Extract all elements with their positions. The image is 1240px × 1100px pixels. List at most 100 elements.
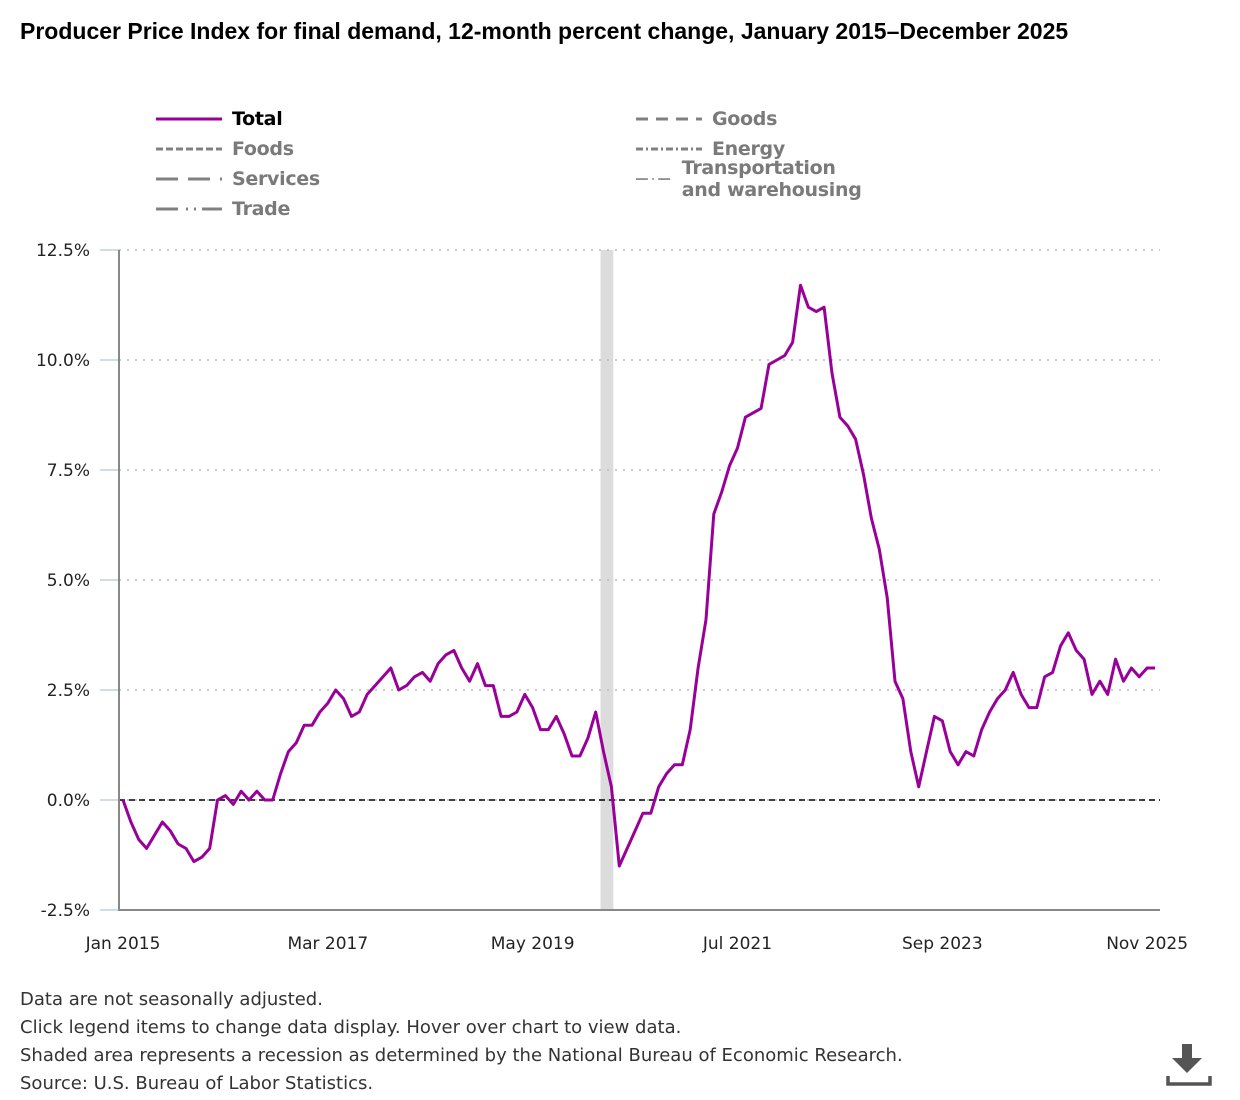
data-point[interactable]	[860, 470, 868, 478]
data-point[interactable]	[158, 818, 166, 826]
data-point[interactable]	[151, 831, 159, 839]
data-point[interactable]	[403, 682, 411, 690]
data-point[interactable]	[269, 796, 277, 804]
data-point[interactable]	[434, 660, 442, 668]
download-button[interactable]	[1164, 1040, 1214, 1088]
data-point[interactable]	[639, 809, 647, 817]
data-point[interactable]	[198, 853, 206, 861]
data-point[interactable]	[1127, 664, 1135, 672]
data-point[interactable]	[883, 594, 891, 602]
data-point[interactable]	[993, 695, 1001, 703]
data-point[interactable]	[1033, 704, 1041, 712]
data-point[interactable]	[529, 704, 537, 712]
data-point[interactable]	[474, 660, 482, 668]
data-point[interactable]	[505, 712, 513, 720]
data-point[interactable]	[710, 510, 718, 518]
data-point[interactable]	[899, 695, 907, 703]
legend-item-foods[interactable]: Foods	[156, 137, 294, 161]
data-point[interactable]	[324, 699, 332, 707]
data-point[interactable]	[489, 682, 497, 690]
legend-item-energy[interactable]: Energy	[636, 137, 785, 161]
data-point[interactable]	[820, 303, 828, 311]
data-point[interactable]	[292, 739, 300, 747]
data-point[interactable]	[930, 712, 938, 720]
data-point[interactable]	[694, 664, 702, 672]
data-point[interactable]	[1017, 690, 1025, 698]
legend-item-transportation[interactable]: Transportation and warehousing	[636, 157, 866, 201]
data-point[interactable]	[410, 673, 418, 681]
data-point[interactable]	[214, 796, 222, 804]
data-point[interactable]	[623, 844, 631, 852]
data-point[interactable]	[450, 646, 458, 654]
data-point[interactable]	[166, 827, 174, 835]
data-point[interactable]	[277, 770, 285, 778]
data-point[interactable]	[718, 488, 726, 496]
data-point[interactable]	[206, 844, 214, 852]
data-point[interactable]	[757, 404, 765, 412]
data-point[interactable]	[875, 545, 883, 553]
data-point[interactable]	[1104, 690, 1112, 698]
data-point[interactable]	[954, 761, 962, 769]
data-point[interactable]	[915, 783, 923, 791]
data-point[interactable]	[726, 462, 734, 470]
data-point[interactable]	[1025, 704, 1033, 712]
data-point[interactable]	[1049, 668, 1057, 676]
data-point[interactable]	[702, 616, 710, 624]
data-point[interactable]	[891, 677, 899, 685]
data-point[interactable]	[836, 413, 844, 421]
data-point[interactable]	[663, 770, 671, 778]
data-point[interactable]	[481, 682, 489, 690]
data-point[interactable]	[395, 686, 403, 694]
data-point[interactable]	[1080, 655, 1088, 663]
data-point[interactable]	[300, 721, 308, 729]
data-point[interactable]	[1064, 629, 1072, 637]
data-point[interactable]	[119, 796, 127, 804]
data-point[interactable]	[426, 677, 434, 685]
data-point[interactable]	[1096, 677, 1104, 685]
data-point[interactable]	[284, 748, 292, 756]
data-point[interactable]	[245, 796, 253, 804]
data-point[interactable]	[804, 303, 812, 311]
data-point[interactable]	[1001, 686, 1009, 694]
data-point[interactable]	[1088, 690, 1096, 698]
data-point[interactable]	[143, 844, 151, 852]
data-point[interactable]	[1119, 677, 1127, 685]
data-point[interactable]	[812, 308, 820, 316]
data-point[interactable]	[1041, 673, 1049, 681]
data-point[interactable]	[332, 686, 340, 694]
data-point[interactable]	[852, 435, 860, 443]
data-point[interactable]	[962, 748, 970, 756]
data-point[interactable]	[907, 748, 915, 756]
data-point[interactable]	[316, 708, 324, 716]
data-point[interactable]	[1112, 655, 1120, 663]
data-point[interactable]	[363, 690, 371, 698]
data-point[interactable]	[568, 752, 576, 760]
data-point[interactable]	[576, 752, 584, 760]
data-point[interactable]	[1135, 673, 1143, 681]
data-point[interactable]	[844, 422, 852, 430]
data-point[interactable]	[261, 796, 269, 804]
data-point[interactable]	[379, 673, 387, 681]
data-point[interactable]	[615, 862, 623, 870]
data-point[interactable]	[1072, 646, 1080, 654]
data-point[interactable]	[127, 818, 135, 826]
data-point[interactable]	[347, 712, 355, 720]
data-point[interactable]	[765, 360, 773, 368]
data-point[interactable]	[970, 752, 978, 760]
data-point[interactable]	[229, 800, 237, 808]
data-point[interactable]	[741, 413, 749, 421]
legend-item-trade[interactable]: Trade	[156, 197, 290, 221]
line-chart[interactable]: -2.5% 0.0% 2.5% 5.0% 7.5% 10.0% 12.5% Jan 2015 M…	[0, 230, 1240, 970]
data-point[interactable]	[781, 352, 789, 360]
data-point[interactable]	[190, 858, 198, 866]
data-point[interactable]	[371, 682, 379, 690]
data-point[interactable]	[867, 514, 875, 522]
data-point[interactable]	[986, 708, 994, 716]
data-point[interactable]	[497, 712, 505, 720]
data-point[interactable]	[418, 668, 426, 676]
data-point[interactable]	[466, 677, 474, 685]
data-point[interactable]	[1009, 668, 1017, 676]
legend-item-total[interactable]: Total	[156, 107, 283, 131]
legend-item-goods[interactable]: Goods	[636, 107, 777, 131]
legend-item-services[interactable]: Services	[156, 167, 320, 191]
